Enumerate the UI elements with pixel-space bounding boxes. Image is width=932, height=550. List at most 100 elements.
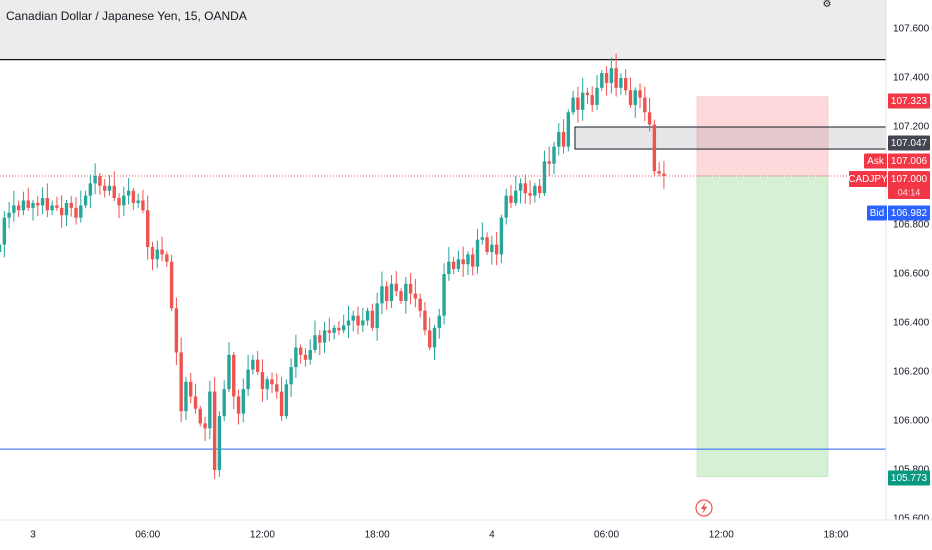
candle-body (141, 200, 145, 211)
candle-body (509, 195, 513, 203)
candle (141, 189, 145, 214)
candle (356, 306, 360, 335)
candle (399, 288, 403, 304)
candle (7, 201, 11, 229)
candle-body (36, 202, 40, 206)
candle-body (55, 205, 59, 208)
candle-body (203, 423, 207, 429)
last-price-group[interactable]: CADJPY 107.000 04:14 (848, 171, 930, 199)
resistance-zone[interactable] (574, 126, 887, 150)
candle-body (490, 244, 494, 252)
candle (662, 160, 666, 189)
candle-body (117, 198, 121, 206)
y-tick-label: 106.600 (893, 269, 930, 280)
candle (370, 303, 375, 331)
candle (380, 271, 384, 315)
candle (394, 271, 398, 297)
candle-body (12, 205, 16, 213)
candle-body (208, 391, 212, 429)
target-price-badge-bg (888, 470, 930, 486)
candle (265, 376, 269, 400)
lightning-icon[interactable] (695, 499, 713, 517)
candle (523, 174, 528, 204)
candle-body (561, 131, 566, 147)
candle-body (647, 112, 652, 125)
candle (150, 242, 155, 271)
candle-body (107, 185, 112, 191)
candle (232, 351, 236, 410)
candle-body (571, 97, 575, 113)
candle-body (126, 190, 131, 196)
candle-body (289, 367, 293, 385)
bid-price-badge[interactable]: 106.982 (888, 205, 930, 221)
ask-tag[interactable]: Ask (864, 153, 887, 169)
bid-tag[interactable]: Bid (867, 205, 887, 221)
y-tick-label: 105.600 (893, 514, 930, 525)
candle (428, 317, 432, 351)
candle-body (619, 78, 623, 88)
candle (21, 191, 26, 216)
candle (490, 235, 494, 265)
candle (418, 293, 422, 318)
candle-body (150, 247, 155, 260)
candle (552, 141, 556, 175)
candle-body (21, 200, 26, 211)
candle (31, 200, 35, 221)
ask-price-badge[interactable]: 107.006 (888, 153, 930, 169)
gear-icon[interactable]: ⚙ (822, 0, 832, 10)
candle-body (385, 286, 389, 301)
candle-body (480, 237, 484, 240)
candle-body (404, 283, 408, 301)
candle (404, 276, 408, 314)
bid-tag-bg (867, 205, 887, 221)
candle-body (451, 261, 456, 270)
candle-body (251, 359, 255, 370)
candle (557, 123, 561, 156)
candle-body (122, 195, 126, 206)
candle-body (227, 354, 231, 390)
candle (595, 75, 599, 110)
candle-body (580, 92, 585, 110)
candle (504, 188, 508, 225)
candle (480, 222, 484, 245)
zone-price-badge[interactable]: 107.047 (888, 135, 930, 151)
candle (160, 236, 164, 262)
candle (537, 178, 542, 199)
candle-body (552, 146, 556, 164)
candle-body (241, 389, 246, 414)
take-profit-zone[interactable] (696, 175, 829, 477)
stop-price-badge[interactable]: 107.323 (888, 93, 930, 109)
candle-body (662, 173, 666, 176)
target-price-badge[interactable]: 105.773 (888, 470, 930, 486)
candle-body (246, 369, 250, 390)
candle-body (112, 185, 116, 199)
candle (289, 358, 293, 397)
y-tick-label: 106.800 (893, 220, 930, 231)
candle-body (394, 283, 398, 292)
time-scale[interactable]: 3 06:00 12:00 18:00 4 06:00 12:00 18:00 (0, 519, 932, 550)
candle (322, 321, 327, 354)
candle-body (475, 239, 480, 267)
candle-body (327, 330, 332, 333)
candle-body (595, 87, 599, 105)
candle-body (537, 185, 542, 194)
candle (26, 187, 30, 211)
candle-body (380, 286, 384, 304)
candle-body (198, 408, 202, 424)
candle-body (155, 249, 159, 260)
candle-body (83, 195, 88, 206)
candle (107, 175, 112, 196)
candle-body (514, 190, 518, 203)
price-scale[interactable]: 107.600 107.400 107.200 107.000 106.800 106.6… (848, 0, 932, 550)
candle (389, 274, 394, 308)
y-tick-label: 107.600 (893, 24, 930, 35)
candle-body (0, 244, 2, 252)
candle (341, 314, 346, 334)
x-tick-label: 18:00 (365, 530, 390, 541)
drawing-layer (0, 59, 887, 477)
x-tick-label: 18:00 (823, 530, 848, 541)
candle (528, 180, 532, 205)
candle (98, 173, 102, 195)
candle (423, 301, 427, 336)
